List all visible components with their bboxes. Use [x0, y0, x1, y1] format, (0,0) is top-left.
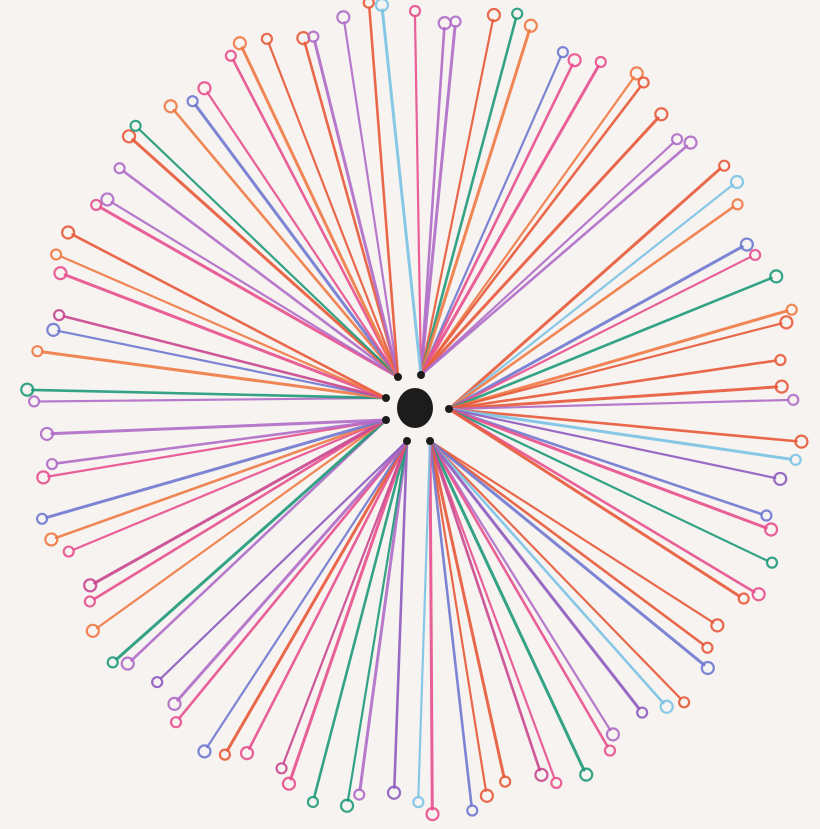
hub-dot [417, 371, 425, 379]
page: (() => { const data = JSON.parse(documen… [0, 0, 820, 829]
hub-dot [382, 394, 390, 402]
hub-dot [394, 373, 402, 381]
hub-dot [403, 437, 411, 445]
center-dot [397, 388, 433, 428]
hub-dot [426, 437, 434, 445]
hub-dot [382, 416, 390, 424]
hub-dot [445, 405, 453, 413]
radial-drawing [0, 0, 820, 829]
